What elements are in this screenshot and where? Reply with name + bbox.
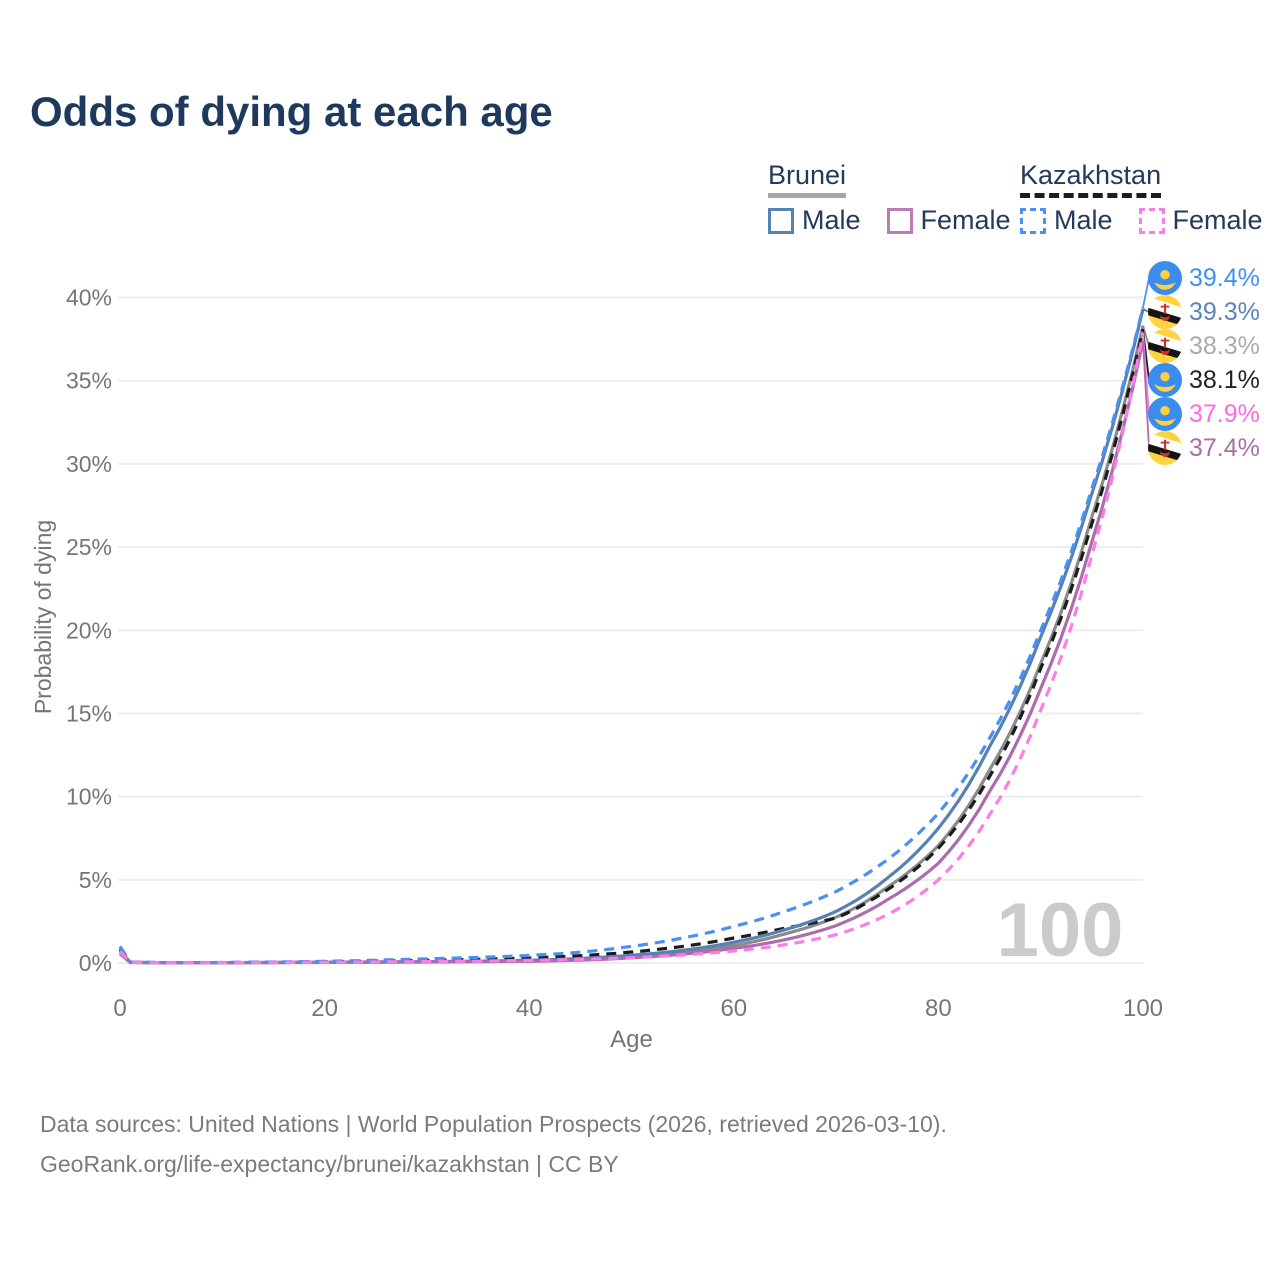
legend-label-brunei-male[interactable]: Male [802, 205, 861, 235]
legend-label-kazakhstan-male[interactable]: Male [1054, 205, 1113, 235]
end-label-kazakhstan-male: 39.4% [1148, 261, 1260, 295]
brunei-flag-icon [1148, 431, 1182, 465]
x-axis-title: Age [610, 1026, 653, 1053]
footer-attribution-link[interactable]: GeoRank.org/life-expectancy/brunei/kazak… [40, 1151, 619, 1177]
end-label-brunei-both: 38.3% [1148, 329, 1260, 363]
series-line-brunei-both [118, 325, 1145, 965]
legend-group-brunei: Brunei Male Female [768, 160, 1011, 236]
kazakhstan-flag-icon [1148, 261, 1182, 295]
legend-swatch-kazakhstan-female[interactable] [1138, 207, 1165, 234]
end-label-value: 38.3% [1189, 331, 1260, 360]
end-label-brunei-male: 39.3% [1148, 295, 1260, 329]
legend-swatch-kazakhstan-male[interactable] [1020, 207, 1046, 234]
y-tick-label: 35% [66, 368, 112, 394]
end-label-value: 39.3% [1189, 297, 1260, 326]
footer-data-sources: Data sources: United Nations | World Pop… [40, 1111, 947, 1137]
brunei-flag-icon [1148, 329, 1182, 363]
page-title: Odds of dying at each age [30, 88, 553, 135]
x-tick-label: 80 [925, 995, 952, 1022]
end-label-value: 37.9% [1189, 399, 1260, 428]
x-tick-label: 60 [720, 995, 747, 1022]
end-label-brunei-female: 37.4% [1148, 431, 1260, 465]
kazakhstan-flag-icon [1148, 397, 1182, 431]
x-tick-label: 100 [1123, 995, 1163, 1022]
legend-country-kazakhstan[interactable]: Kazakhstan [1020, 160, 1162, 198]
brunei-flag-icon [1148, 295, 1182, 329]
footer: Data sources: United Nations | World Pop… [40, 1104, 947, 1184]
series-line-kazakhstan-both [118, 328, 1145, 965]
legend-group-kazakhstan: Kazakhstan Male Female [1020, 160, 1263, 236]
y-axis-title: Probability of dying [30, 519, 56, 715]
series-line-kazakhstan-male [118, 307, 1145, 965]
end-label-kazakhstan-female: 37.9% [1148, 397, 1260, 431]
y-tick-label: 5% [79, 867, 112, 893]
end-label-value: 38.1% [1189, 365, 1260, 394]
legend-label-brunei-female[interactable]: Female [920, 205, 1011, 235]
series-line-brunei-male [118, 308, 1145, 965]
end-label-kazakhstan-both: 38.1% [1148, 363, 1260, 397]
legend-swatch-brunei-female[interactable] [886, 207, 913, 234]
kazakhstan-flag-icon [1148, 363, 1182, 397]
y-tick-label: 25% [66, 534, 112, 560]
y-tick-label: 10% [66, 784, 112, 810]
x-tick-label: 20 [311, 995, 338, 1022]
legend-label-kazakhstan-female[interactable]: Female [1172, 205, 1263, 235]
x-tick-label: 0 [113, 995, 126, 1022]
legend-swatch-brunei-male[interactable] [768, 207, 794, 234]
watermark: 100 [997, 888, 1124, 973]
y-tick-label: 40% [66, 285, 112, 311]
end-label-value: 37.4% [1189, 433, 1260, 462]
legend-country-brunei[interactable]: Brunei [768, 160, 847, 198]
y-tick-label: 0% [79, 950, 112, 976]
series-line-brunei-female [118, 340, 1145, 965]
y-tick-label: 20% [66, 617, 112, 643]
y-tick-label: 15% [66, 700, 112, 726]
x-tick-label: 40 [516, 995, 543, 1022]
y-tick-label: 30% [66, 451, 112, 477]
series-line-kazakhstan-female [118, 332, 1145, 965]
end-label-value: 39.4% [1189, 263, 1260, 292]
